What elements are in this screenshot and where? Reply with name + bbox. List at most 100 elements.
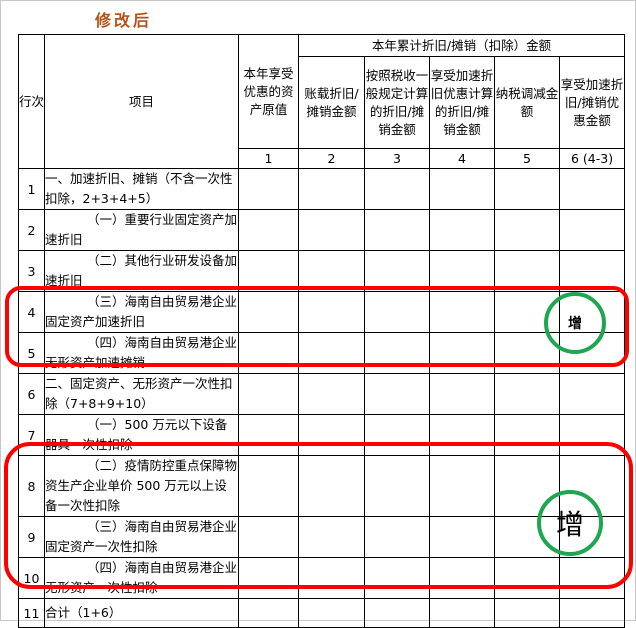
empty-cell <box>298 557 365 599</box>
header-row-numbers: 1 2 3 4 5 6 (4-3) <box>19 148 626 169</box>
empty-cell <box>238 250 299 292</box>
empty-cell <box>494 598 560 628</box>
empty-cell <box>298 209 365 251</box>
row-item-label: 合计（1+6） <box>44 598 239 628</box>
empty-cell <box>364 332 430 374</box>
col-header-preferential-amount: 享受加速折旧/摊销优惠金额 <box>558 56 626 149</box>
table-row: 6 二、固定资产、无形资产一次性扣除（7+8+9+10） <box>18 373 626 415</box>
empty-cell <box>238 209 299 251</box>
row-number: 11 <box>18 598 45 628</box>
empty-cell <box>364 168 430 210</box>
empty-cell <box>494 250 560 292</box>
col-header-group-cumulative-amount: 本年累计折旧/摊销（扣除）金额 <box>297 34 626 57</box>
table-row: 10 （四）海南自由贸易港企业无形资产一次性扣除 <box>18 557 626 599</box>
row-number: 5 <box>18 332 45 374</box>
row-item-label: （二）疫情防控重点保障物资生产企业单价 500 万元以上设备一次性扣除 <box>44 455 239 517</box>
col-number-3: 3 <box>364 148 430 169</box>
empty-cell <box>238 414 299 456</box>
row-item-label: （四）海南自由贸易港企业无形资产一次性扣除 <box>44 557 239 599</box>
row-item-label: （三）海南自由贸易港企业固定资产加速折旧 <box>44 291 239 333</box>
empty-cell <box>429 414 495 456</box>
depreciation-table: 行次 项目 本年享受优惠的资产原值 本年累计折旧/摊销（扣除）金额 账载折旧/摊… <box>18 34 626 628</box>
row-number: 6 <box>18 373 45 415</box>
empty-cell <box>429 209 495 251</box>
table-row: 4 （三）海南自由贸易港企业固定资产加速折旧 <box>18 291 626 333</box>
empty-cell <box>238 168 299 210</box>
empty-cell <box>494 373 560 415</box>
empty-cell <box>364 291 430 333</box>
header-row-sub: 账载折旧/摊销金额 按照税收一般规定计算的折旧/摊销金额 享受加速折旧优惠计算的… <box>19 56 626 149</box>
added-stamp-label: 增 <box>568 316 582 332</box>
empty-cell <box>429 557 495 599</box>
col-header-asset-original-value: 本年享受优惠的资产原值 <box>238 34 299 149</box>
row-item-label: （一）500 万元以下设备器具一次性扣除 <box>44 414 239 456</box>
empty-cell <box>364 209 430 251</box>
empty-cell <box>364 455 430 517</box>
empty-cell <box>429 455 495 517</box>
empty-cell <box>429 373 495 415</box>
empty-cell <box>364 598 430 628</box>
table-row: 5 （四）海南自由贸易港企业无形资产加速摊销 <box>18 332 626 374</box>
row-number: 9 <box>18 516 45 558</box>
row-item-label: （二）其他行业研发设备加速折旧 <box>44 250 239 292</box>
added-stamp-circle-1: 增 <box>544 292 606 354</box>
empty-cell <box>238 557 299 599</box>
row-item-label: （四）海南自由贸易港企业无形资产加速摊销 <box>44 332 239 374</box>
empty-cell <box>298 291 365 333</box>
empty-cell <box>238 291 299 333</box>
col-header-tax-reduction-amount: 纳税调减金额 <box>494 56 560 149</box>
empty-cell <box>494 557 560 599</box>
row-number: 7 <box>18 414 45 456</box>
empty-cell <box>238 373 299 415</box>
col-header-general-tax-rule-amount: 按照税收一般规定计算的折旧/摊销金额 <box>364 56 430 149</box>
empty-cell <box>558 373 626 415</box>
empty-cell <box>558 414 626 456</box>
empty-cell <box>429 168 495 210</box>
table-row: 11 合计（1+6） <box>18 598 626 628</box>
empty-cell <box>238 332 299 374</box>
table-row: 3 （二）其他行业研发设备加速折旧 <box>18 250 626 292</box>
col-number-4: 4 <box>429 148 495 169</box>
empty-cell <box>494 168 560 210</box>
row-number: 4 <box>18 291 45 333</box>
empty-cell <box>364 516 430 558</box>
col-header-book-amount: 账载折旧/摊销金额 <box>298 56 365 149</box>
row-item-label: （一）重要行业固定资产加速折旧 <box>44 209 239 251</box>
empty-cell <box>429 250 495 292</box>
empty-cell <box>298 414 365 456</box>
empty-cell <box>494 414 560 456</box>
empty-cell <box>429 291 495 333</box>
table-row: 9 （三）海南自由贸易港企业固定资产一次性扣除 <box>18 516 626 558</box>
row-item-label: （三）海南自由贸易港企业固定资产一次性扣除 <box>44 516 239 558</box>
empty-cell <box>364 557 430 599</box>
header-row-group: 行次 项目 本年享受优惠的资产原值 本年累计折旧/摊销（扣除）金额 <box>18 34 626 169</box>
empty-cell <box>238 516 299 558</box>
empty-cell <box>429 516 495 558</box>
table-row: 1 一、加速折旧、摊销（不含一次性扣除，2+3+4+5） <box>18 168 626 210</box>
empty-cell <box>298 373 365 415</box>
added-stamp-circle-2: 增 <box>537 490 603 556</box>
col-header-accelerated-amount: 享受加速折旧优惠计算的折旧/摊销金额 <box>429 56 495 149</box>
row-number: 8 <box>18 455 45 517</box>
table-row: 8 （二）疫情防控重点保障物资生产企业单价 500 万元以上设备一次性扣除 <box>18 455 626 517</box>
empty-cell <box>558 250 626 292</box>
empty-cell <box>429 598 495 628</box>
table-row: 7 （一）500 万元以下设备器具一次性扣除 <box>18 414 626 456</box>
row-number: 1 <box>18 168 45 210</box>
col-number-2: 2 <box>298 148 365 169</box>
empty-cell <box>558 598 626 628</box>
col-header-item: 项目 <box>44 34 239 169</box>
empty-cell <box>364 373 430 415</box>
empty-cell <box>558 209 626 251</box>
empty-cell <box>238 598 299 628</box>
added-stamp-label: 增 <box>555 508 584 541</box>
col-number-1: 1 <box>238 148 299 169</box>
empty-cell <box>558 557 626 599</box>
empty-cell <box>298 250 365 292</box>
page-title: 修改后 <box>95 11 153 30</box>
empty-cell <box>298 332 365 374</box>
table-row: 2 （一）重要行业固定资产加速折旧 <box>18 209 626 251</box>
empty-cell <box>494 332 560 374</box>
row-item-label: 一、加速折旧、摊销（不含一次性扣除，2+3+4+5） <box>44 168 239 210</box>
empty-cell <box>558 168 626 210</box>
